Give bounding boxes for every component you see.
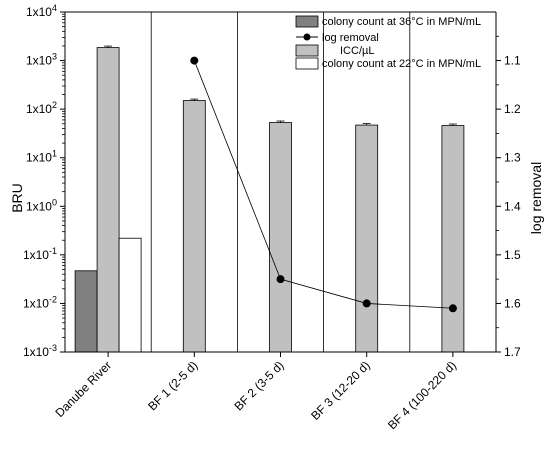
y-right-tick-label: 1.1 [504, 54, 521, 68]
y-left-tick-label: 1x101 [26, 149, 57, 165]
x-category-label: Danube River [52, 358, 114, 420]
y-right-tick-label: 1.4 [504, 199, 521, 213]
bar-colony-count-at-22-c-in-mpn-ml-1 [118, 237, 142, 353]
bar-icc-l-3 [269, 122, 292, 353]
bar-icc-l-4 [355, 124, 379, 353]
log-removal-point-2 [276, 275, 285, 284]
x-category-label: BF 4 (100-220 d) [385, 358, 459, 432]
legend-swatch-log-removal-marker [303, 33, 311, 41]
y-left-tick-label: 1x10-2 [23, 294, 57, 310]
legend-label-colony-36: colony count at 36°C in MPN/mL [322, 16, 481, 28]
legend-swatch-colony-22 [295, 57, 319, 70]
legend-item-log-removal: log removal [296, 32, 379, 44]
bar-icc-l-5 [441, 125, 465, 353]
y-left-tick-label: 1x102 [26, 100, 57, 116]
y-left-tick-label: 1x100 [26, 197, 57, 213]
y-left-tick-label: 1x104 [26, 3, 57, 19]
legend-item-colony-36: colony count at 36°C in MPN/mL [295, 15, 481, 28]
log-removal-line-layer [190, 56, 457, 313]
y-right-tick-label: 1.3 [504, 151, 521, 165]
y-left-tick-label: 1x10-3 [23, 343, 57, 359]
legend-swatch-colony-36 [295, 15, 319, 28]
log-removal-point-3 [362, 299, 371, 308]
y-right-tick-label: 1.7 [504, 345, 521, 359]
log-removal-line [193, 60, 453, 309]
x-category-label: BF 3 (12-20 d) [308, 358, 373, 423]
x-category-label: BF 2 (3-5 d) [231, 358, 286, 413]
y-right-tick-label: 1.2 [504, 102, 521, 116]
legend-item-icc: ICC/µL [295, 44, 374, 57]
bar-colony-count-at-36-c-in-mpn-ml-1 [74, 270, 98, 353]
bars-layer [74, 45, 465, 353]
legend-label-log-removal: log removal [322, 32, 379, 44]
y-right-tick-label: 1.6 [504, 296, 521, 310]
legend-item-colony-22: colony count at 22°C in MPN/mL [295, 57, 481, 70]
category-dividers [150, 12, 411, 352]
bar-icc-l-1 [96, 47, 120, 353]
log-removal-point-1 [190, 56, 199, 65]
legend: colony count at 36°C in MPN/mL log remov… [295, 15, 481, 70]
y-left-tick-label: 1x103 [26, 52, 57, 68]
bar-icc-l-2 [182, 100, 206, 353]
log-removal-point-4 [448, 304, 457, 313]
y-left-tick-label: 1x10-1 [23, 246, 57, 262]
legend-label-icc: ICC/µL [340, 45, 374, 57]
y-axis-right-title: log removal [528, 162, 544, 234]
x-category-label: BF 1 (2-5 d) [145, 358, 200, 413]
legend-label-colony-22: colony count at 22°C in MPN/mL [322, 58, 481, 70]
legend-swatch-icc [295, 44, 319, 57]
y-right-tick-label: 1.5 [504, 248, 521, 262]
y-axis-left-title: BRU [9, 183, 25, 213]
